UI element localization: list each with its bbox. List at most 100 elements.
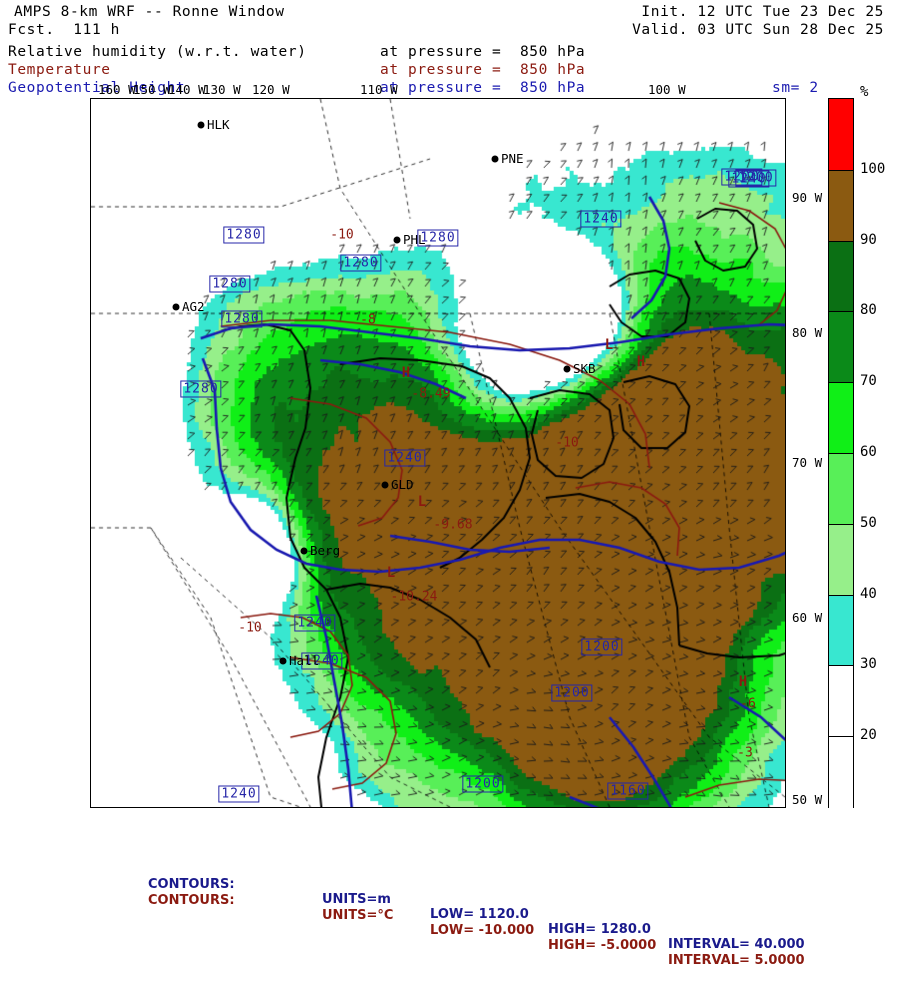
station-label: AG2 xyxy=(182,299,205,314)
colorbar-tick-60: 60 xyxy=(860,444,877,460)
temperature-contour-label: -10.24 xyxy=(390,589,438,605)
station-dot-icon xyxy=(563,365,571,373)
height-contour-label: 1280 xyxy=(417,229,459,247)
colorbar-tick-30: 30 xyxy=(860,656,877,673)
colorbar-band-2 xyxy=(829,240,853,313)
height-contour-label: 1280 xyxy=(223,226,265,244)
map-panel[interactable]: 1280 1280 1280 1280 1280 1280 1240 1240 1200 1240… xyxy=(90,98,786,808)
colorbar-tick-50: 50 xyxy=(860,514,877,531)
height-contour-label: 1240 xyxy=(384,449,426,467)
height-contour-label: 1280 xyxy=(340,254,382,272)
station-dot-icon xyxy=(197,121,205,129)
station-label: PHL xyxy=(403,232,426,247)
map-raster xyxy=(91,99,785,807)
field-label-temp: Temperature xyxy=(8,62,111,78)
lon-tick-6: 100 W xyxy=(648,82,686,97)
lon-tick-2: 140 W xyxy=(168,82,206,97)
colorbar-band-7 xyxy=(829,594,853,667)
colorbar-band-1 xyxy=(829,169,853,242)
header: AMPS 8-km WRF -- Ronne Window Fcst. 111 … xyxy=(0,0,900,98)
station-dot-icon xyxy=(300,547,308,555)
colorbar-strip xyxy=(828,98,854,808)
footer-c-high: HIGH= -5.0000 xyxy=(548,938,657,953)
height-contour-label: 1200 xyxy=(551,684,593,702)
low-center-marker: L xyxy=(386,565,396,581)
station-label: Hall xyxy=(289,653,320,668)
init-time: Init. 12 UTC Tue 23 Dec 25 xyxy=(641,4,884,20)
high-center-marker: H xyxy=(636,354,646,370)
height-contour-label: 1200 xyxy=(581,638,623,656)
temperature-contour-label: -8 xyxy=(360,312,376,328)
station-label: PNE xyxy=(501,151,524,166)
station-label: GLD xyxy=(391,477,414,492)
station-label: Berg xyxy=(310,543,341,558)
footer-m-label: CONTOURS: xyxy=(148,877,235,892)
colorbar-band-8 xyxy=(829,665,853,738)
temperature-contour-label: -10 xyxy=(238,620,262,636)
colorbar-band-4 xyxy=(829,382,853,454)
temperature-contour-label: -6 xyxy=(740,696,756,712)
footer-c-units: UNITS=°C xyxy=(322,908,394,923)
height-contour-label: 1280 xyxy=(180,380,222,398)
station-dot-icon xyxy=(491,155,499,163)
field-label-rh: Relative humidity (w.r.t. water) xyxy=(8,44,307,60)
temperature-contour-label: -10 xyxy=(330,227,354,243)
footer-temp-contours: CONTOURS: UNITS=°C LOW= -10.000 HIGH= -5… xyxy=(0,878,900,983)
footer-c-low: LOW= -10.000 xyxy=(430,923,535,938)
low-center-marker: L xyxy=(417,494,427,510)
pressure-level-temp: at pressure = 850 hPa xyxy=(380,62,586,78)
colorbar-band-6 xyxy=(829,523,853,596)
station-dot-icon xyxy=(381,481,389,489)
height-contour-label: 1240 xyxy=(294,614,336,632)
high-center-marker: H xyxy=(738,674,748,690)
height-contour-label: 1240 xyxy=(218,785,260,803)
field-label-ght: Geopotential Height xyxy=(8,80,186,96)
colorbar-tick-40: 40 xyxy=(860,585,877,602)
lon-tick-0: 160 W xyxy=(98,82,136,97)
pressure-level-ght: at pressure = 850 hPa xyxy=(380,80,586,96)
footer-c-label: CONTOURS: xyxy=(148,893,235,908)
height-contour-label: 1280 xyxy=(221,310,263,328)
station-dot-icon xyxy=(393,236,401,244)
smoothing-label: sm= 2 xyxy=(772,80,819,96)
colorbar-tick-100: 100 xyxy=(860,160,886,177)
height-contour-label: 1240 xyxy=(301,652,343,670)
temperature-contour-label: -8.49 xyxy=(411,386,451,402)
colorbar-band-9 xyxy=(829,736,853,808)
height-contour-label: 1280 xyxy=(209,275,251,293)
lat-tick-2: 70 W xyxy=(792,455,823,470)
colorbar-unit-label: % xyxy=(860,84,869,100)
forecast-hour: Fcst. 111 h xyxy=(8,22,120,38)
colorbar-band-5 xyxy=(829,453,853,525)
footer: CONTOURS: UNITS=m LOW= 1120.0 HIGH= 1280… xyxy=(0,856,900,968)
temperature-contour-label: -10 xyxy=(555,435,579,451)
station-label: SKB xyxy=(573,361,596,376)
valid-time: Valid. 03 UTC Sun 28 Dec 25 xyxy=(632,22,884,38)
height-contour-label: 1160 xyxy=(607,782,649,800)
station-label: HLK xyxy=(207,117,230,132)
colorbar-band-0 xyxy=(829,99,853,170)
temperature-contour-label: -9.68 xyxy=(433,517,473,533)
lat-tick-0: 90 W xyxy=(792,190,823,205)
lat-tick-1: 80 W xyxy=(792,325,823,340)
height-contour-label: 1200 xyxy=(462,775,504,793)
page-title: AMPS 8-km WRF -- Ronne Window xyxy=(14,4,285,20)
height-contour-label: 1240 xyxy=(728,170,770,188)
colorbar-tick-80: 80 xyxy=(860,302,877,319)
height-contour-label: 1240 xyxy=(580,210,622,228)
colorbar-band-3 xyxy=(829,311,853,384)
height-contour-label: 1200 xyxy=(721,168,763,186)
lat-tick-3: 60 W xyxy=(792,610,823,625)
station-dot-icon xyxy=(172,303,180,311)
colorbar-tick-70: 70 xyxy=(860,373,877,390)
low-center-marker: L xyxy=(604,337,614,353)
footer-c-interval: INTERVAL= 5.0000 xyxy=(668,953,805,968)
height-contour-label: 1200 xyxy=(735,169,777,187)
lat-tick-4: 50 W xyxy=(792,792,823,807)
lon-tick-5: 110 W xyxy=(360,82,398,97)
colorbar-tick-20: 20 xyxy=(860,727,877,744)
high-center-marker: H xyxy=(401,365,411,381)
station-dot-icon xyxy=(279,657,287,665)
colorbar-tick-90: 90 xyxy=(860,231,877,248)
colorbar: % 100 90 80 70 60 50 40 30 20 xyxy=(828,84,900,810)
